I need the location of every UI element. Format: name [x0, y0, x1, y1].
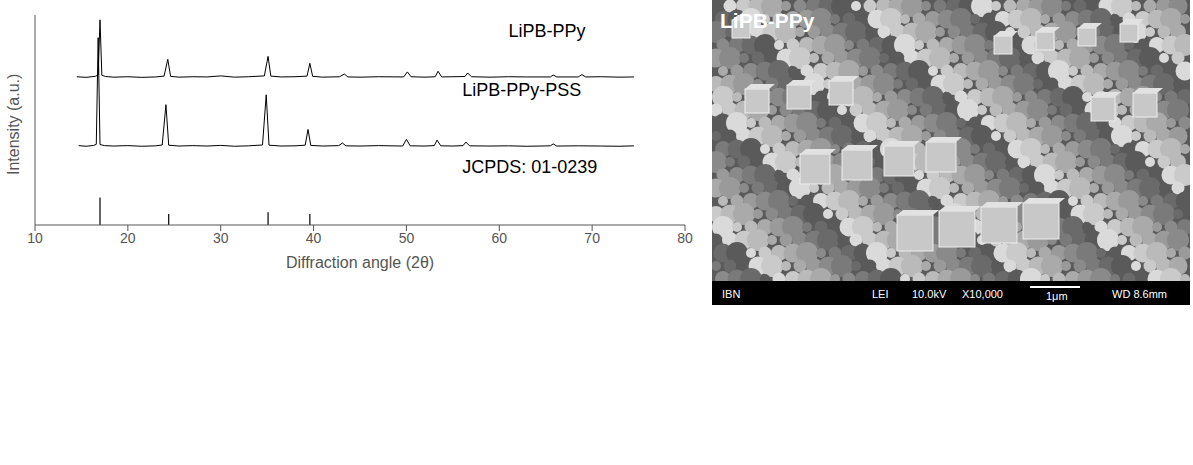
svg-text:LEI: LEI — [872, 288, 889, 300]
html-text:JCPDS: 01-0239: JCPDS: 01-0239 — [462, 157, 598, 178]
svg-text:10: 10 — [27, 230, 43, 246]
svg-text:20: 20 — [120, 230, 136, 246]
html-text:LiPB-PPy-PSS: LiPB-PPy-PSS — [462, 79, 582, 100]
svg-text:40: 40 — [306, 230, 322, 246]
svg-text:60: 60 — [491, 230, 507, 246]
svg-text:LiPB-PPy: LiPB-PPy — [720, 9, 815, 32]
svg-text:10.0kV: 10.0kV — [912, 288, 947, 300]
svg-text:Intensity (a.u.): Intensity (a.u.) — [5, 74, 22, 175]
svg-text:1μm: 1μm — [1046, 290, 1068, 302]
svg-text:80: 80 — [677, 230, 693, 246]
svg-text:50: 50 — [399, 230, 415, 246]
svg-text:Diffraction angle (2θ): Diffraction angle (2θ) — [286, 254, 434, 271]
svg-text:30: 30 — [213, 230, 229, 246]
svg-text:WD 8.6mm: WD 8.6mm — [1112, 288, 1167, 300]
svg-text:70: 70 — [584, 230, 600, 246]
html-text:LiPB-PPy: LiPB-PPy — [508, 20, 586, 41]
svg-text:X10,000: X10,000 — [962, 288, 1003, 300]
svg-text:IBN: IBN — [722, 288, 740, 300]
